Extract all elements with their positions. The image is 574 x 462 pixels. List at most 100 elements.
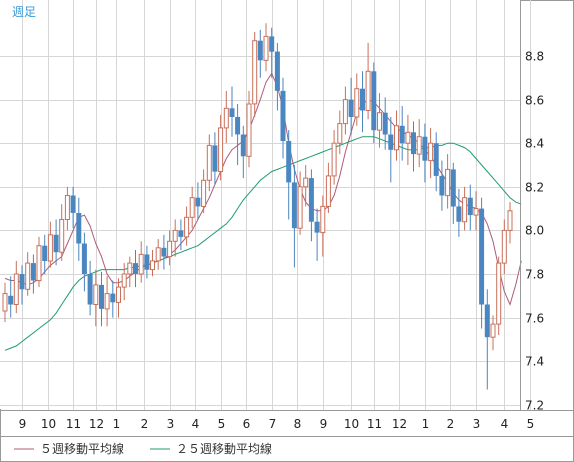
candle-body-down xyxy=(178,230,184,237)
candle-body-down xyxy=(467,197,473,216)
candle-body-up xyxy=(13,273,19,305)
candle-body-down xyxy=(70,195,76,213)
candle-body-up xyxy=(331,142,337,177)
candle-body-up xyxy=(64,195,70,220)
candle-body-down xyxy=(161,247,167,257)
x-tick-label: 9 xyxy=(19,417,27,431)
candle-body-up xyxy=(59,219,65,253)
candle-body-down xyxy=(99,284,104,309)
candle-body-up xyxy=(445,168,451,197)
candle-body-up xyxy=(93,284,99,305)
y-tick-label: 8.4 xyxy=(525,137,544,151)
candle-body-up xyxy=(116,286,121,303)
legend: ５週移動平均線 ２５週移動平均線 xyxy=(14,441,272,456)
x-tick-label: 1 xyxy=(422,417,430,431)
x-tick-label: 10 xyxy=(344,417,359,431)
candle-body-down xyxy=(291,182,297,229)
candle-body-down xyxy=(450,169,456,207)
candle-body-down xyxy=(274,51,280,91)
candle-body-up xyxy=(297,186,303,229)
x-tick-label: 6 xyxy=(243,417,251,431)
x-tick-label: 8 xyxy=(294,417,302,431)
candle-body-up xyxy=(337,123,343,144)
candle-body-down xyxy=(308,178,314,222)
x-tick-label: 12 xyxy=(89,417,104,431)
x-tick-label: 11 xyxy=(66,417,81,431)
x-tick-label: 2 xyxy=(141,417,149,431)
candle-body-down xyxy=(439,175,445,196)
candle-body-down xyxy=(144,254,150,270)
y-tick-label: 7.8 xyxy=(525,268,544,282)
candle-body-down xyxy=(76,213,82,244)
candle-body-up xyxy=(201,179,207,208)
candle-body-up xyxy=(462,197,468,223)
candle-body-up xyxy=(303,177,309,188)
candle-body-down xyxy=(360,88,365,111)
candle-body-up xyxy=(206,144,212,181)
x-tick-label: 3 xyxy=(167,417,175,431)
candle-body-down xyxy=(30,263,36,281)
candle-body-down xyxy=(371,71,377,131)
candle-body-up xyxy=(325,175,331,207)
candle-body-up xyxy=(155,247,161,262)
candle-body-down xyxy=(479,208,485,305)
candle-body-down xyxy=(235,117,241,135)
candle-body-down xyxy=(348,99,354,117)
candle-body-up xyxy=(189,197,195,218)
candle-body-up xyxy=(394,125,399,151)
candle-body-down xyxy=(87,274,93,305)
candle-body-down xyxy=(212,145,218,172)
candle-body-down xyxy=(269,36,275,52)
x-tick-label: 1 xyxy=(113,417,121,431)
x-axis-ticks: 9 10 11 12 1 2 3 4 5 6 7 8 9 10 11 12 1 2 3 4 5 xyxy=(19,417,535,431)
candle-body-up xyxy=(218,127,224,172)
y-tick-label: 7.4 xyxy=(525,355,544,369)
x-tick-label: 12 xyxy=(392,417,407,431)
candle-body-up xyxy=(263,35,269,61)
x-tick-label: 11 xyxy=(367,417,382,431)
candle-body-down xyxy=(399,125,405,144)
y-tick-label: 7.2 xyxy=(525,399,544,413)
x-tick-label: 4 xyxy=(192,417,200,431)
y-tick-label: 7.6 xyxy=(525,312,544,326)
candle-body-up xyxy=(416,136,422,155)
candle-body-up xyxy=(167,240,173,258)
y-tick-label: 8.6 xyxy=(525,94,544,108)
candle-body-up xyxy=(342,99,348,125)
candle-body-up xyxy=(252,40,258,105)
x-tick-label: 3 xyxy=(473,417,481,431)
candle-body-down xyxy=(229,108,235,117)
y-tick-label: 8.0 xyxy=(525,224,544,238)
x-tick-label: 10 xyxy=(41,417,56,431)
candle-body-down xyxy=(240,134,246,157)
candle-body-up xyxy=(428,142,434,162)
candle-body-down xyxy=(280,90,286,141)
candle-body-down xyxy=(484,304,490,338)
candle-body-up xyxy=(377,112,382,131)
candle-body-up xyxy=(184,216,190,238)
x-tick-label: 2 xyxy=(447,417,455,431)
candle-body-up xyxy=(354,88,360,118)
candle-body-up xyxy=(127,262,133,275)
candle-body-up xyxy=(138,253,144,275)
candle-body-down xyxy=(195,197,201,207)
candle-body-up xyxy=(405,131,411,144)
candle-body-up xyxy=(104,293,110,310)
candle-body-up xyxy=(501,229,507,264)
y-tick-label: 8.2 xyxy=(525,181,544,195)
y-tick-label: 8.8 xyxy=(525,50,544,64)
candle-body-down xyxy=(388,134,394,150)
candle-body-up xyxy=(2,293,8,312)
candle-body-up xyxy=(246,103,252,157)
candle-body-up xyxy=(473,208,479,216)
candle-body-down xyxy=(382,112,388,135)
candle-body-down xyxy=(133,263,138,274)
candle-body-down xyxy=(422,136,428,161)
candle-body-down xyxy=(110,293,116,303)
candle-body-down xyxy=(257,40,263,61)
legend-label-ma25: ２５週移動平均線 xyxy=(176,441,272,456)
candle-body-down xyxy=(456,206,462,222)
candle-body-down xyxy=(53,234,59,253)
gridlines xyxy=(0,0,531,410)
